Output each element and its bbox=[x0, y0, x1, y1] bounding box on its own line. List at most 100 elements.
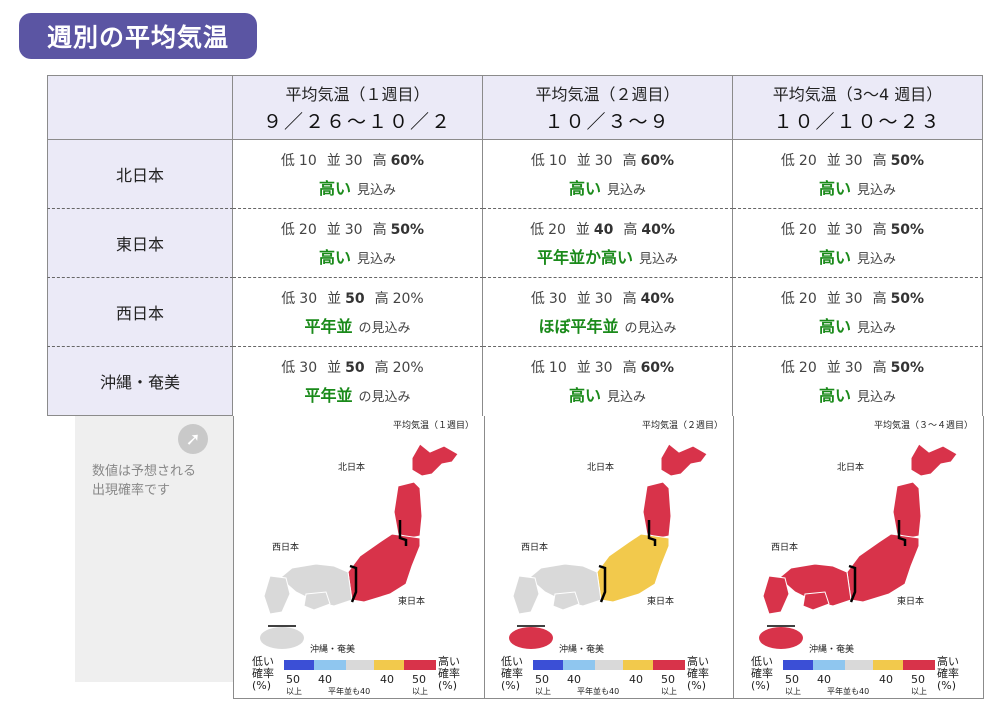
legend-normal-note: 平年並も40 bbox=[577, 687, 620, 696]
legend-swatch bbox=[653, 660, 685, 670]
legend-tick: 40 bbox=[318, 673, 332, 686]
prob-label-high: 高 bbox=[623, 221, 638, 238]
map-label-north: 北日本 bbox=[338, 463, 366, 473]
prob-label-normal: 並 bbox=[576, 360, 591, 376]
map-label-okinawa: 沖縄・奄美 bbox=[809, 645, 855, 655]
forecast-summary: 平年並か高い 見込み bbox=[537, 244, 678, 268]
prob-value-normal: 30 bbox=[594, 152, 613, 169]
legend-swatch bbox=[623, 660, 653, 670]
prob-label-normal: 並 bbox=[326, 152, 341, 169]
prob-value-high: 50% bbox=[890, 360, 925, 376]
legend-swatch bbox=[533, 660, 563, 670]
forecast-summary: 高い 見込み bbox=[319, 175, 396, 199]
legend-ijou: 以上 bbox=[535, 687, 551, 696]
legend-normal-note: 平年並も40 bbox=[328, 687, 371, 696]
forecast-suffix: の見込み bbox=[358, 320, 411, 336]
prob-value-low: 20 bbox=[798, 152, 817, 169]
legend-low-label: 低い 確率 (%) bbox=[751, 655, 773, 692]
legend-swatch bbox=[595, 660, 623, 670]
prob-value-normal: 30 bbox=[344, 221, 363, 238]
prob-label-low: 低 bbox=[530, 290, 545, 307]
prob-label-normal: 並 bbox=[826, 290, 841, 307]
prob-label-normal: 並 bbox=[576, 290, 591, 307]
prob-label-normal: 並 bbox=[826, 221, 841, 238]
column-header-dates: １０／３〜９ bbox=[544, 111, 671, 133]
forecast-cell: 低 10 並 30 高 60% 高い 見込み bbox=[483, 140, 733, 209]
legend-ijou: 以上 bbox=[412, 687, 428, 696]
forecast-summary: 平年並 の見込み bbox=[304, 382, 410, 406]
prob-label-high: 高 bbox=[872, 290, 887, 307]
map-label-east: 東日本 bbox=[647, 597, 675, 607]
prob-value-high: 60% bbox=[390, 152, 425, 169]
prob-label-high: 高 bbox=[372, 152, 387, 169]
legend-swatch bbox=[845, 660, 873, 670]
legend-ijou: 以上 bbox=[286, 687, 302, 696]
legend-tick: 40 bbox=[879, 673, 893, 686]
probability-values: 低 10 並 30 高 60% bbox=[281, 150, 434, 170]
prob-label-normal: 並 bbox=[826, 360, 841, 376]
forecast-cell: 低 30 並 50 高 20% 平年並 の見込み bbox=[233, 347, 483, 416]
forecast-cell: 低 20 並 30 高 50% 高い 見込み bbox=[733, 140, 983, 209]
arrow-up-right-icon[interactable]: ➚ bbox=[178, 424, 208, 454]
prob-value-low: 20 bbox=[798, 360, 817, 376]
forecast-suffix: 見込み bbox=[857, 390, 897, 405]
map-label-west: 西日本 bbox=[521, 543, 549, 553]
prob-value-low: 10 bbox=[298, 152, 317, 169]
prob-value-low: 10 bbox=[548, 360, 567, 376]
map-panel: 平均気温（１週目） 北日本 東日本 西日本 沖縄・奄美 低い 確率 (%) 高い 確率 (%… bbox=[233, 416, 485, 699]
probability-values: 低 20 並 30 高 50% bbox=[781, 357, 934, 377]
probability-values: 低 10 並 30 高 60% bbox=[531, 150, 684, 170]
legend-tick: 40 bbox=[629, 673, 643, 686]
map-legend: 低い 確率 (%) 高い 確率 (%) 50 40 40 50 以上 以上 平年並も40 bbox=[751, 654, 967, 697]
region-label: 沖縄・奄美 bbox=[47, 347, 233, 416]
legend-tick: 50 bbox=[535, 673, 549, 686]
map-label-west: 西日本 bbox=[272, 543, 300, 553]
prob-label-high: 高 bbox=[872, 360, 887, 376]
prob-label-high: 高 bbox=[374, 290, 389, 307]
prob-label-low: 低 bbox=[530, 152, 545, 169]
prob-label-normal: 並 bbox=[826, 152, 841, 169]
forecast-keyword: 高い bbox=[318, 247, 351, 267]
forecast-summary: 高い 見込み bbox=[569, 382, 646, 406]
legend-tick: 50 bbox=[286, 673, 300, 686]
prob-label-low: 低 bbox=[780, 290, 795, 307]
map-legend: 低い 確率 (%) 高い 確率 (%) 50 40 40 50 以上 以上 平年並も40 bbox=[252, 654, 468, 697]
prob-value-normal: 40 bbox=[593, 221, 614, 238]
prob-label-high: 高 bbox=[622, 290, 637, 307]
probability-values: 低 20 並 30 高 50% bbox=[281, 219, 434, 239]
header-corner bbox=[47, 75, 233, 140]
legend-tick: 40 bbox=[380, 673, 394, 686]
forecast-summary: 高い 見込み bbox=[819, 244, 896, 268]
prob-label-high: 高 bbox=[372, 221, 387, 238]
prob-label-high: 高 bbox=[622, 152, 637, 169]
legend-swatch bbox=[873, 660, 903, 670]
map-panel: 平均気温（２週目） 北日本 東日本 西日本 沖縄・奄美 低い 確率 (%) 高い 確率 (%… bbox=[483, 416, 734, 699]
prob-value-high: 20% bbox=[392, 290, 424, 307]
prob-value-low: 30 bbox=[299, 360, 318, 376]
forecast-cell: 低 30 並 30 高 40% ほぼ平年並 の見込み bbox=[483, 278, 733, 347]
forecast-summary: 高い 見込み bbox=[819, 382, 896, 406]
probability-note: 数値は予想される 出現確率です bbox=[92, 462, 196, 500]
probability-values: 低 20 並 30 高 50% bbox=[781, 219, 934, 239]
forecast-suffix: 見込み bbox=[357, 182, 397, 198]
forecast-keyword: 高い bbox=[818, 386, 851, 405]
forecast-keyword: ほぼ平年並 bbox=[538, 316, 619, 336]
prob-label-high: 高 bbox=[872, 152, 887, 169]
forecast-keyword: 高い bbox=[568, 386, 601, 405]
map-label-okinawa: 沖縄・奄美 bbox=[310, 645, 356, 655]
forecast-keyword: 高い bbox=[318, 178, 351, 198]
map-label-north: 北日本 bbox=[837, 463, 865, 473]
forecast-cell: 低 20 並 30 高 50% 高い 見込み bbox=[733, 278, 983, 347]
forecast-suffix: 見込み bbox=[857, 320, 897, 336]
forecast-summary: 平年並 の見込み bbox=[304, 313, 410, 337]
prob-label-normal: 並 bbox=[327, 360, 342, 376]
prob-label-normal: 並 bbox=[576, 152, 591, 169]
prob-value-high: 40% bbox=[640, 290, 675, 307]
prob-label-low: 低 bbox=[280, 221, 295, 238]
forecast-summary: 高い 見込み bbox=[819, 175, 896, 199]
map-title: 平均気温（１週目） bbox=[392, 421, 474, 431]
prob-value-low: 20 bbox=[298, 221, 317, 238]
legend-normal-note: 平年並も40 bbox=[827, 687, 870, 696]
legend-swatch bbox=[284, 660, 314, 670]
probability-values: 低 20 並 30 高 50% bbox=[781, 288, 934, 308]
